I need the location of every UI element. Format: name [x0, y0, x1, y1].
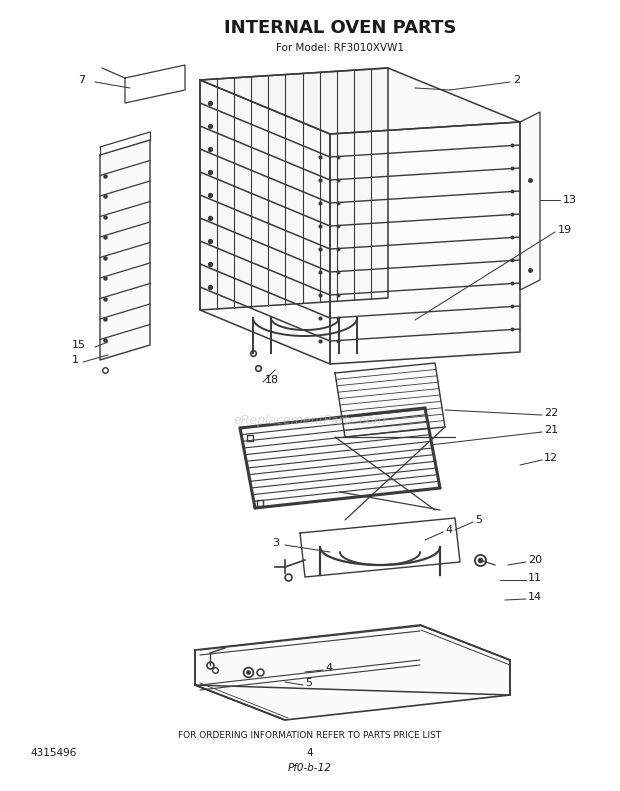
Text: eReplacementParts.com: eReplacementParts.com — [234, 414, 386, 426]
Text: 21: 21 — [544, 425, 558, 435]
Polygon shape — [330, 122, 520, 364]
Text: Pf0-b-12: Pf0-b-12 — [288, 763, 332, 773]
Text: 15: 15 — [72, 340, 86, 350]
Text: 4315496: 4315496 — [30, 748, 76, 758]
Text: 14: 14 — [528, 592, 542, 602]
Text: 2: 2 — [513, 75, 520, 85]
Text: FOR ORDERING INFORMATION REFER TO PARTS PRICE LIST: FOR ORDERING INFORMATION REFER TO PARTS … — [179, 731, 441, 740]
Text: 4: 4 — [445, 525, 452, 535]
Text: 22: 22 — [544, 408, 558, 418]
Text: 1: 1 — [72, 355, 79, 365]
Text: INTERNAL OVEN PARTS: INTERNAL OVEN PARTS — [224, 19, 456, 37]
Text: 20: 20 — [528, 555, 542, 565]
Polygon shape — [200, 68, 388, 310]
Polygon shape — [240, 408, 440, 508]
Polygon shape — [200, 68, 520, 134]
Text: 3: 3 — [272, 538, 279, 548]
Polygon shape — [200, 80, 330, 364]
Text: 4: 4 — [307, 748, 313, 758]
Text: 13: 13 — [563, 195, 577, 205]
Text: 4: 4 — [325, 663, 332, 673]
Polygon shape — [335, 363, 445, 437]
Text: 19: 19 — [558, 225, 572, 235]
Text: For Model: RF3010XVW1: For Model: RF3010XVW1 — [276, 43, 404, 53]
Text: 11: 11 — [528, 573, 542, 583]
Text: 12: 12 — [544, 453, 558, 463]
Polygon shape — [195, 625, 510, 720]
Text: 18: 18 — [265, 375, 279, 385]
Text: 5: 5 — [475, 515, 482, 525]
Polygon shape — [100, 140, 150, 360]
Polygon shape — [520, 112, 540, 290]
Text: 7: 7 — [78, 75, 85, 85]
Text: 5: 5 — [305, 678, 312, 688]
